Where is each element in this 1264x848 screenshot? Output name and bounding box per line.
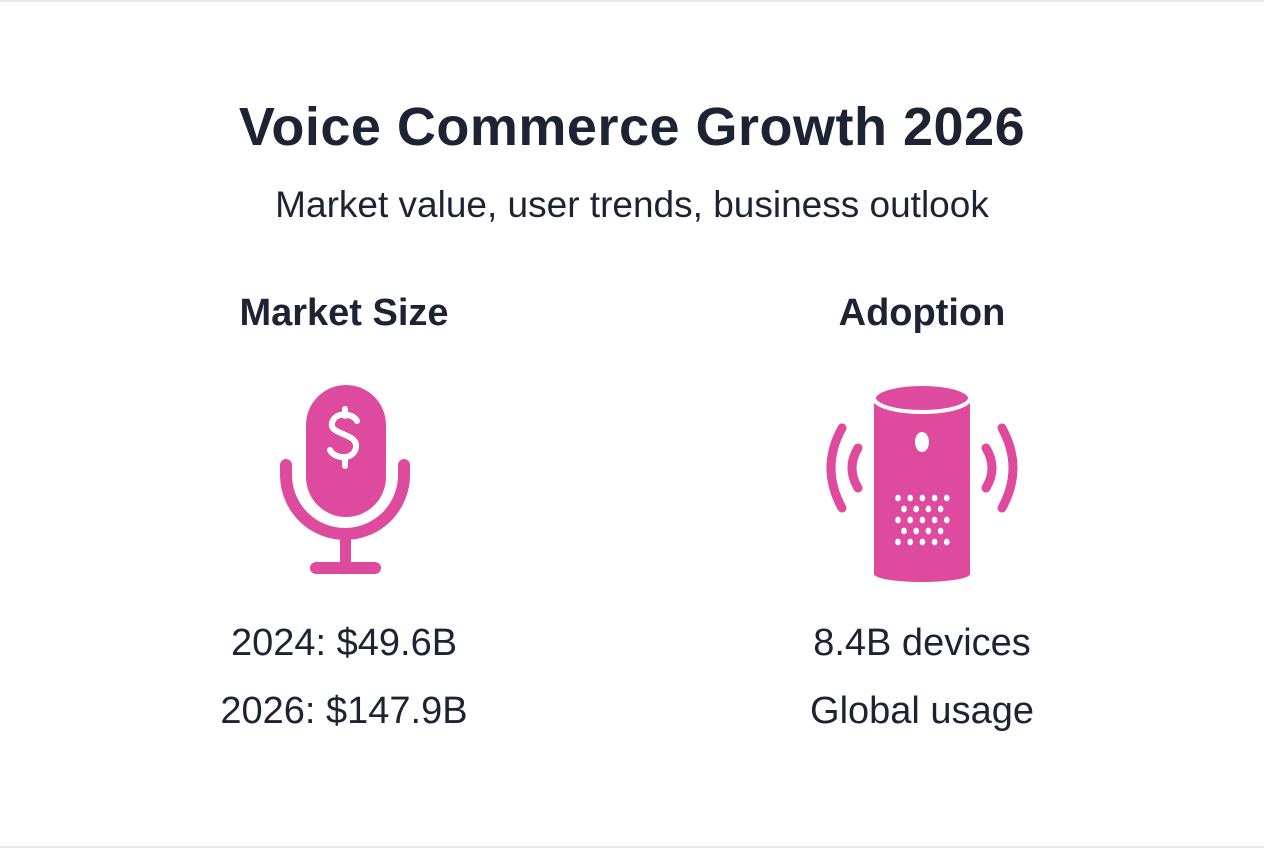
section-heading: Market Size [239,292,449,334]
grille-dot [919,538,926,546]
stat-line: Global usage [810,690,1034,732]
grille-dot [895,494,901,502]
grille-dot [931,538,938,546]
page-title: Voice Commerce Growth 2026 [238,97,1026,157]
grille-dot [931,494,938,502]
grille-dot [913,505,919,513]
grille-dot [944,494,950,502]
grille-dot [907,538,913,546]
grille-dot [913,527,919,535]
section-heading: Adoption [838,292,1006,334]
grille-dot [895,538,901,546]
grille-dot [944,538,950,546]
grille-dot [901,505,907,513]
grille-dot [944,516,950,524]
bottom-border [0,846,1264,848]
stat-line: 2024: $49.6B [230,622,458,664]
grille-dot [925,505,932,513]
smart-speaker-icon [826,382,1018,582]
grille-dot [937,505,944,513]
grille-dot [919,494,926,502]
grille-dot [925,527,932,535]
page-subtitle: Market value, user trends, business outl… [275,184,989,225]
microphone-dollar-icon [280,385,410,574]
grille-dot [895,516,901,524]
grille-dot [907,516,913,524]
adoption-section: Adoption 8.4B devices Global usage [712,292,1132,732]
grille-dot [907,494,913,502]
stat-line: 2026: $147.9B [220,690,468,732]
top-border [0,0,1264,2]
grille-dot [931,516,938,524]
grille-dot [901,527,907,535]
grille-dot [919,516,926,524]
grille-dot [937,527,944,535]
stat-line: 8.4B devices [813,622,1031,664]
market-size-section: Market Size 2024: $49.6B 2026: $147.9B [134,292,554,732]
